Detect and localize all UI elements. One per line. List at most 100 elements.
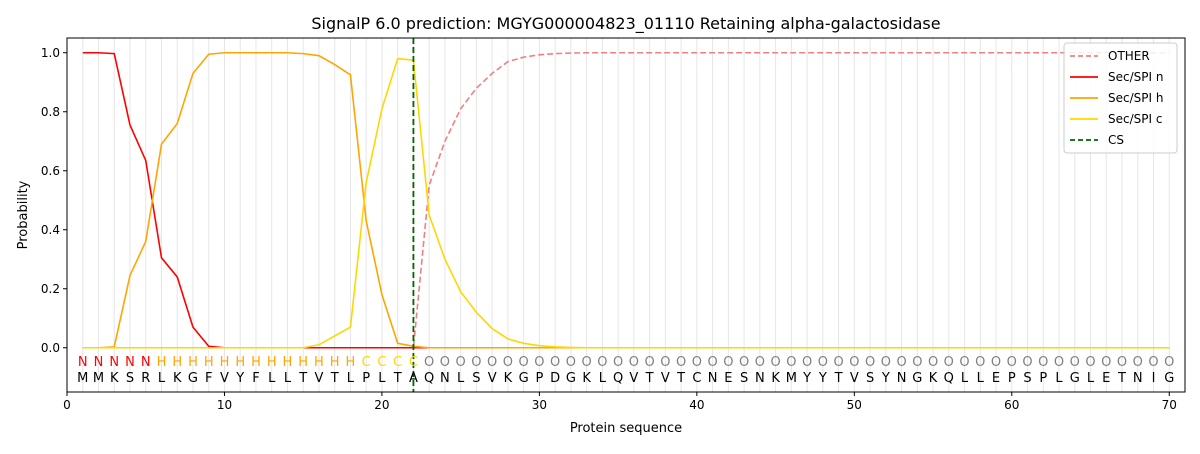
region-label: H [283,355,293,370]
region-label: O [1164,355,1174,370]
region-label: O [440,355,450,370]
region-label: O [786,355,796,370]
residue-label: T [1117,371,1126,386]
legend-label: OTHER [1108,49,1150,63]
y-tick-label: 0.4 [41,223,60,237]
x-tick-label: 50 [847,398,862,412]
series-line-sec-spi-n [82,51,1170,349]
region-label: O [1054,355,1064,370]
residue-label: Q [613,371,623,386]
x-tick-label: 0 [63,398,71,412]
residue-label: M [77,371,88,386]
y-tick-label: 0.8 [41,105,60,119]
residue-label: P [1008,371,1016,386]
region-label: H [188,355,198,370]
region-label: H [157,355,167,370]
region-label: O [959,355,969,370]
residue-label: K [110,371,119,386]
region-label: O [928,355,938,370]
residue-label: A [409,371,418,386]
residue-label: L [347,371,355,386]
region-label: O [519,355,529,370]
legend-label: CS [1108,133,1124,147]
region-label: O [1101,355,1111,370]
x-axis-label: Protein sequence [570,421,682,436]
residue-label: R [141,371,150,386]
region-label: C [377,355,386,370]
y-axis-label: Probability [16,180,31,249]
region-label: O [629,355,639,370]
residue-label: D [550,371,560,386]
x-tick-label: 40 [689,398,704,412]
region-label: N [109,355,119,370]
region-label: O [1038,355,1048,370]
residue-label: F [205,371,212,386]
region-label: N [94,355,104,370]
residue-label: P [1039,371,1047,386]
residue-label: L [977,371,985,386]
region-label: H [298,355,308,370]
residue-label: N [440,371,450,386]
y-tick-label: 1.0 [41,46,60,60]
residue-label: L [1087,371,1095,386]
region-label: O [944,355,954,370]
region-label: O [424,355,434,370]
residue-label: L [599,371,607,386]
chart-title: SignalP 6.0 prediction: MGYG000004823_01… [311,14,940,34]
region-label: H [235,355,245,370]
residue-label: N [755,371,765,386]
region-label: O [1117,355,1127,370]
residue-label: V [314,371,323,386]
region-label: O [723,355,733,370]
residue-label: L [268,371,276,386]
residue-label: C [692,371,701,386]
region-label: O [912,355,922,370]
residue-label: V [488,371,497,386]
x-tick-label: 60 [1004,398,1019,412]
region-label: O [770,355,780,370]
residue-label: L [1055,371,1063,386]
series-line-other [82,51,1170,349]
region-label: O [818,355,828,370]
x-tick-label: 10 [217,398,232,412]
region-label: O [692,355,702,370]
region-label: O [755,355,765,370]
residue-label: K [504,371,513,386]
legend: OTHER Sec/SPI n Sec/SPI h Sec/SPI c CS [1063,42,1178,154]
residue-label: E [1102,371,1110,386]
region-label: O [597,355,607,370]
residue-label: N [1133,371,1143,386]
residue-label: M [786,371,797,386]
x-tick-label: 20 [374,398,389,412]
region-label: O [1148,355,1158,370]
region-label: H [220,355,230,370]
residue-label: M [93,371,104,386]
region-label: N [141,355,151,370]
residue-label: K [173,371,182,386]
y-tick-label: 0.2 [41,282,60,296]
region-label: H [172,355,182,370]
residue-label: T [676,371,685,386]
region-label: C [362,355,371,370]
region-label: H [330,355,340,370]
residue-label: L [457,371,465,386]
region-label: H [346,355,356,370]
residue-label: F [252,371,259,386]
series-layer [82,38,1170,392]
region-label: H [314,355,324,370]
residue-label: V [850,371,859,386]
region-label: O [802,355,812,370]
region-label: H [251,355,261,370]
residue-label: V [661,371,670,386]
residue-label: Y [881,371,890,386]
residue-label: N [897,371,907,386]
region-label: O [645,355,655,370]
plot-area-frame [66,37,1186,393]
y-tick-label: 0.6 [41,164,60,178]
region-label: O [566,355,576,370]
residue-label: P [362,371,370,386]
region-label: O [676,355,686,370]
residue-label: T [298,371,307,386]
